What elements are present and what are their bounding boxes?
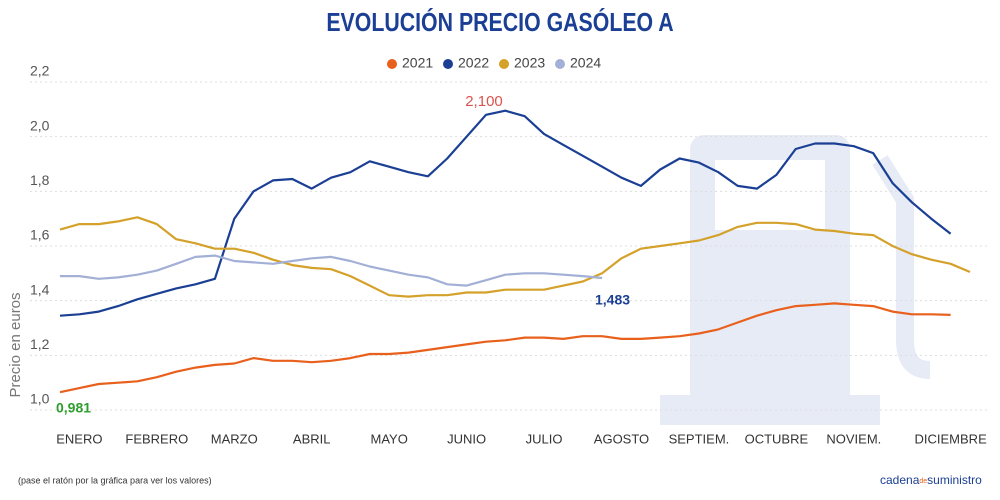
series-line — [60, 254, 603, 287]
chart-title: EVOLUCIÓN PRECIO GASÓLEO A — [326, 7, 673, 38]
x-tick-label: MAYO — [370, 431, 407, 446]
annotation: 2,100 — [465, 93, 503, 110]
x-tick-label: MARZO — [211, 431, 258, 446]
y-tick-label: 1,0 — [30, 391, 50, 407]
x-tick-label: JULIO — [526, 431, 563, 446]
legend-label: 2024 — [570, 55, 601, 71]
brand-part: suministro — [927, 473, 982, 487]
series-line — [59, 216, 971, 298]
x-tick-label: AGOSTO — [594, 431, 649, 446]
pump-watermark — [660, 135, 931, 425]
brand-part: de — [919, 478, 927, 485]
legend: 2021 2022 2023 2024 — [387, 55, 601, 71]
x-tick-label: DICIEMBRE — [915, 431, 988, 446]
footnote: (pase el ratón por la gráfica para ver l… — [18, 475, 212, 485]
x-tick-label: NOVIEM. — [826, 431, 881, 446]
series-line — [59, 302, 951, 394]
legend-label: 2021 — [402, 55, 433, 71]
y-tick-label: 1,8 — [30, 172, 50, 188]
y-tick-label: 2,0 — [30, 117, 50, 133]
legend-marker — [387, 59, 397, 69]
x-tick-label: SEPTIEM. — [669, 431, 730, 446]
series-line — [59, 109, 952, 317]
x-tick-label: FEBRERO — [125, 431, 188, 446]
y-tick-label: 1,4 — [30, 281, 50, 297]
legend-marker — [555, 59, 565, 69]
brand: cadenadesuministro — [880, 473, 982, 487]
x-tick-label: ABRIL — [293, 431, 331, 446]
brand-part: cadena — [880, 473, 920, 487]
x-tick-label: OCTUBRE — [745, 431, 809, 446]
brand-text: cadenadesuministro — [880, 473, 982, 487]
y-axis-label: Precio en euros — [7, 292, 24, 397]
annotation: 0,981 — [56, 400, 91, 416]
legend-marker — [499, 59, 509, 69]
x-tick-label: JUNIO — [447, 431, 486, 446]
x-tick-label: ENERO — [56, 431, 102, 446]
legend-marker — [443, 59, 453, 69]
y-tick-label: 1,6 — [30, 227, 50, 243]
legend-label: 2022 — [458, 55, 489, 71]
y-tick-label: 2,2 — [30, 63, 50, 79]
annotation: 1,483 — [595, 292, 630, 308]
y-tick-label: 1,2 — [30, 336, 50, 352]
legend-label: 2023 — [514, 55, 545, 71]
